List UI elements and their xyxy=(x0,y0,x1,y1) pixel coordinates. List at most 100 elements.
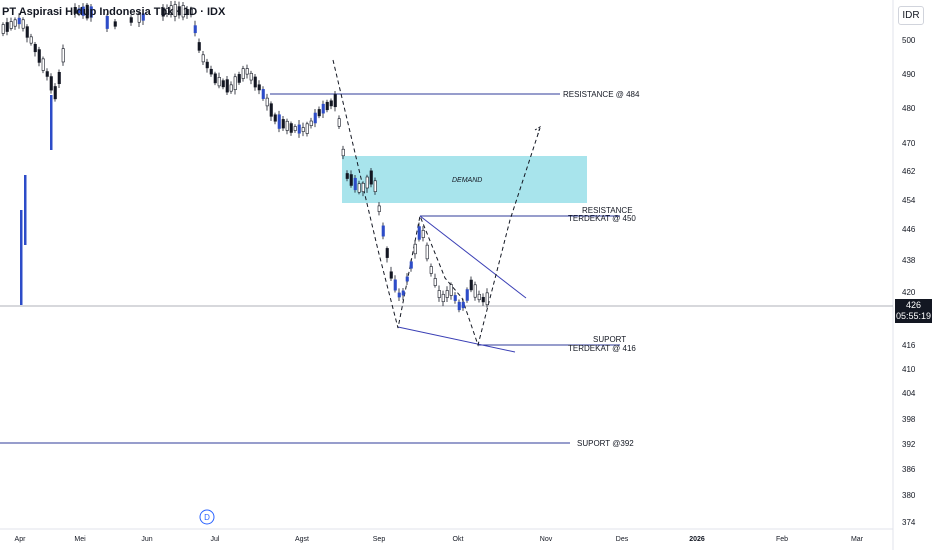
projection-arrow xyxy=(534,125,541,135)
candle-body xyxy=(45,71,49,77)
candle-body xyxy=(261,89,265,99)
candles xyxy=(1,0,489,313)
candle-body xyxy=(461,301,465,309)
dividend-event-marker[interactable]: D xyxy=(199,509,215,525)
y-tick-label: 404 xyxy=(902,389,916,398)
candle-body xyxy=(5,22,9,32)
candle-body xyxy=(421,230,425,238)
y-tick-label: 374 xyxy=(902,518,916,527)
candle-body xyxy=(293,126,297,131)
candle-body xyxy=(393,279,397,291)
y-tick-label: 380 xyxy=(902,491,916,500)
drawings-layer xyxy=(0,59,893,444)
candle-body xyxy=(413,243,417,255)
candle-body xyxy=(349,174,353,186)
candle-body xyxy=(225,79,229,93)
currency-button[interactable]: IDR xyxy=(898,6,924,25)
candle-body xyxy=(217,77,221,87)
candle-body xyxy=(265,97,269,107)
candle-body xyxy=(329,100,333,107)
support-416-label-top: SUPORT xyxy=(593,335,626,344)
candle-body xyxy=(289,123,293,133)
candle-body xyxy=(485,292,489,306)
candle-body xyxy=(73,7,77,14)
candle-body xyxy=(201,54,205,63)
x-tick-label: Sep xyxy=(373,536,386,543)
candle-body xyxy=(313,112,317,124)
y-tick-label: 480 xyxy=(902,104,916,113)
candle-body xyxy=(29,36,33,44)
candle-body xyxy=(361,182,365,193)
candle-body xyxy=(309,120,313,126)
support-392-label: SUPORT @392 xyxy=(577,439,634,448)
candle-body xyxy=(273,114,277,122)
candle-body xyxy=(189,8,193,16)
x-tick-label: Jun xyxy=(141,536,152,543)
y-tick-label: 454 xyxy=(902,196,916,205)
candle-body xyxy=(17,17,21,25)
resistance-450-label-bottom: TERDEKAT @ 450 xyxy=(568,214,636,223)
x-tick-label: Mei xyxy=(74,536,86,543)
annotations: RESISTANCE @ 484 RESISTANCE TERDEKAT @ 4… xyxy=(452,90,640,448)
x-tick-label: Okt xyxy=(453,536,464,543)
resistance-484-label: RESISTANCE @ 484 xyxy=(563,90,640,99)
candle-body xyxy=(221,80,225,88)
candle-body xyxy=(317,109,321,117)
last-price-value: 426 xyxy=(905,300,922,310)
x-tick-label: Apr xyxy=(15,536,27,543)
last-price-tag: 426 05:55:19 xyxy=(895,299,932,323)
candle-body xyxy=(249,72,253,81)
candle-body xyxy=(305,123,309,134)
candle-body xyxy=(89,6,93,18)
candle-body xyxy=(373,180,377,193)
y-tick-label: 462 xyxy=(902,167,916,176)
y-tick-label: 398 xyxy=(902,415,916,424)
y-tick-label: 392 xyxy=(902,440,916,449)
candle-body xyxy=(25,26,29,38)
y-tick-label: 446 xyxy=(902,225,916,234)
candle-body xyxy=(57,71,61,85)
candle-body xyxy=(50,95,53,150)
candle-body xyxy=(441,293,445,303)
candle-body xyxy=(481,296,485,303)
candle-body xyxy=(469,279,473,291)
candle-body xyxy=(473,284,477,298)
candle-body xyxy=(449,284,453,296)
candle-body xyxy=(341,148,345,157)
candle-body xyxy=(325,101,329,111)
candle-body xyxy=(229,84,233,92)
candle-body xyxy=(21,19,25,29)
candle-body xyxy=(49,76,53,91)
candle-body xyxy=(257,84,261,91)
candle-body xyxy=(173,4,177,17)
y-tick-label: 420 xyxy=(902,288,916,297)
candle-body xyxy=(465,289,469,301)
y-tick-label: 410 xyxy=(902,365,916,374)
candle-body xyxy=(377,205,381,212)
candle-body xyxy=(33,43,37,53)
price-axis[interactable]: 500 490 480 470 462 454 446 438 420 416 410 404 398 3… xyxy=(902,36,916,527)
candle-body xyxy=(453,295,457,301)
candle-body xyxy=(253,76,257,88)
candle-body xyxy=(105,15,109,29)
candle-body xyxy=(477,293,481,301)
resistance-450-label-top: RESISTANCE xyxy=(582,206,633,215)
candle-body xyxy=(285,120,289,131)
x-tick-label: Agst xyxy=(295,536,309,543)
candle-body xyxy=(385,248,389,258)
candle-body xyxy=(237,74,241,83)
candle-body xyxy=(429,266,433,274)
x-tick-label: Mar xyxy=(851,536,864,543)
candle-body xyxy=(245,68,249,75)
support-416-label-bottom: TERDEKAT @ 416 xyxy=(568,344,636,353)
candle-body xyxy=(437,290,441,298)
time-axis[interactable]: Apr Mei Jun Jul Agst Sep Okt Nov Des 2026 Feb Mar xyxy=(15,536,864,543)
triangle-upper-line xyxy=(419,215,527,299)
candle-body xyxy=(161,7,165,17)
candle-body xyxy=(397,292,401,298)
candle-body xyxy=(113,21,117,27)
candle-body xyxy=(9,21,13,29)
candle-body xyxy=(37,49,41,63)
candle-body xyxy=(381,225,385,237)
